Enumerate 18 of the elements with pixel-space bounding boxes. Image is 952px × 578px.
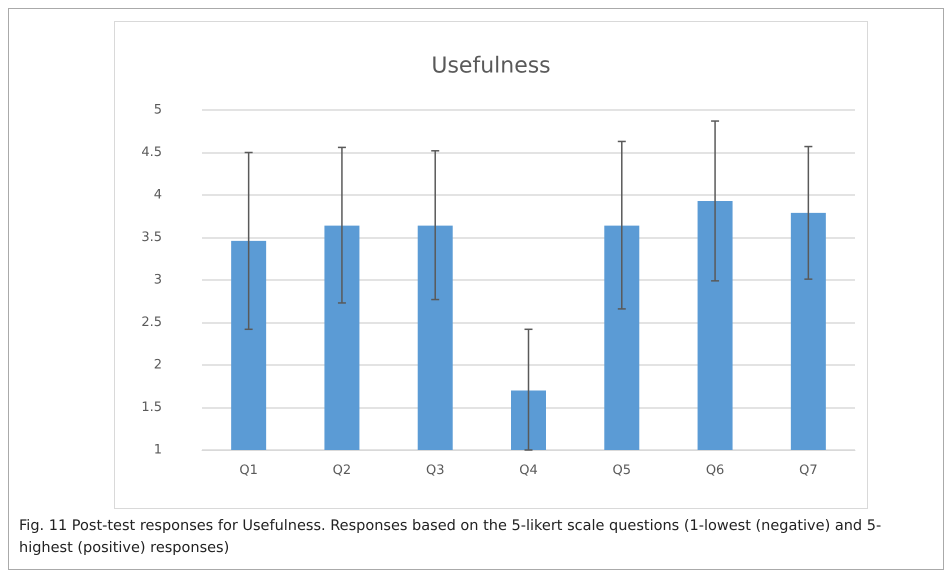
caption: Fig. 11 Post-test responses for Usefulness. Responses based on the 5-likert scale questions (1-lowest (negative) and 5-highest (positive) responses) [19, 517, 882, 558]
x-tick-label: Q1 [239, 463, 258, 478]
x-tick-label: Q5 [612, 463, 632, 478]
y-tick-label: 5 [154, 102, 162, 118]
y-tick-label: 3 [154, 272, 162, 288]
x-tick-label: Q3 [426, 463, 444, 478]
y-tick-label: 4.5 [141, 145, 162, 160]
y-tick-label: 2 [154, 358, 162, 372]
x-tick-label: Q7 [799, 463, 818, 478]
x-tick-label: Q2 [332, 463, 352, 478]
y-tick-label: 1.5 [141, 400, 162, 415]
y-tick-label: 1 [154, 442, 162, 458]
x-tick-label: Q6 [706, 463, 724, 478]
x-tick-label: Q4 [519, 463, 538, 478]
chart-title: Usefulness [431, 54, 551, 78]
y-tick-label: 4 [154, 188, 162, 202]
y-tick-label: 3.5 [141, 230, 162, 245]
y-tick-label: 2.5 [141, 315, 162, 330]
